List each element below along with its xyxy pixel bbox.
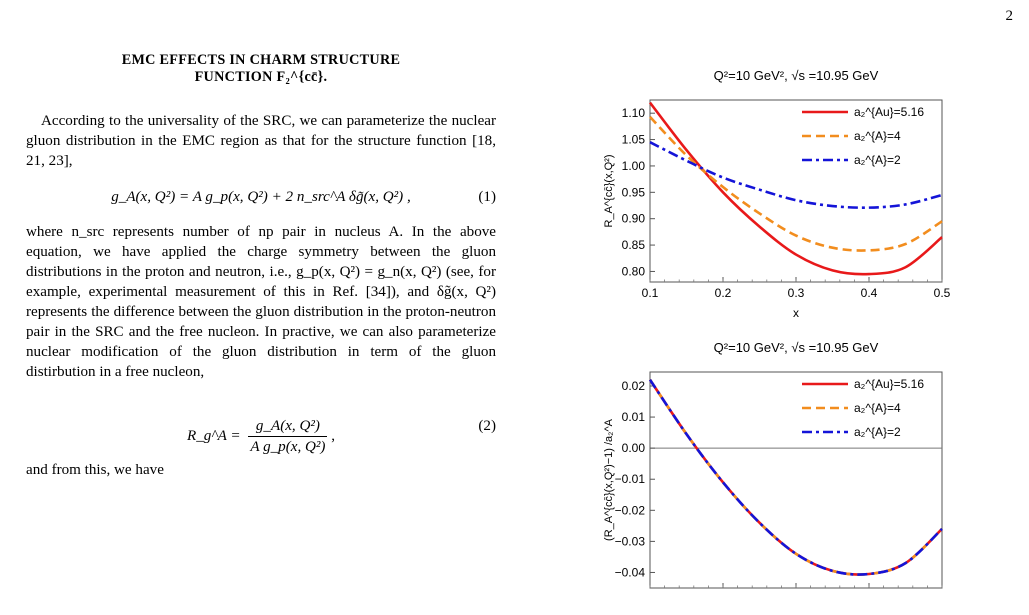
legend-label-2: a₂^{A}=4 <box>854 129 901 143</box>
equation-2-number: (2) <box>478 418 496 434</box>
equation-2: R_g^A = g_A(x, Q²) A g_p(x, Q²) , (2) <box>26 406 496 455</box>
page-number: 2 <box>1005 8 1014 24</box>
equation-2-body: R_g^A = g_A(x, Q²) A g_p(x, Q²) , <box>186 416 336 457</box>
chart-2-title: Q²=10 GeV², √s =10.95 GeV <box>714 340 879 355</box>
legend-label-1: a₂^{Au}=5.16 <box>854 105 924 119</box>
y-tick-label: −0.02 <box>615 503 646 517</box>
series-line-1 <box>648 101 943 276</box>
y-tick-label: 0.01 <box>622 410 646 424</box>
x-tick-label: 0.1 <box>642 286 659 300</box>
paragraph-1: According to the universality of the SRC… <box>26 113 496 169</box>
figure: Q²=10 GeV², √s =10.95 GeV 0.1 0.2 0.3 0.4 0.5… <box>590 52 960 615</box>
equation-1-number: (1) <box>478 189 496 205</box>
y-tick-label: −0.04 <box>615 565 646 579</box>
equation-2-lhs: R_g^A = <box>186 427 241 444</box>
y-tick-label: 1.10 <box>622 106 646 120</box>
chart-1: Q²=10 GeV², √s =10.95 GeV 0.1 0.2 0.3 0.4 0.5… <box>603 68 951 320</box>
x-tick-label: 0.4 <box>861 286 878 300</box>
y-tick-label: −0.01 <box>615 472 646 486</box>
y-tick-label: 1.05 <box>622 133 646 147</box>
series-line-3 <box>648 379 943 576</box>
section-title-line-1: EMC EFFECTS IN CHARM STRUCTURE <box>121 52 401 68</box>
y-tick-label: 1.00 <box>622 159 646 173</box>
equation-2-numerator: g_A(x, Q²) <box>248 416 328 437</box>
y-tick-label: 0.00 <box>622 441 646 455</box>
legend-label-1: a₂^{Au}=5.16 <box>854 377 924 391</box>
paragraph-3: and from this, we have <box>26 462 164 478</box>
x-tick-label: 0.2 <box>715 286 732 300</box>
text-column: EMC EFFECTS IN CHARM STRUCTURE FUNCTION … <box>26 52 496 480</box>
figure-svg: Q²=10 GeV², √s =10.95 GeV 0.1 0.2 0.3 0.4 0.5… <box>603 68 951 615</box>
y-tick-label: 0.90 <box>622 212 646 226</box>
x-tick-label: 0.5 <box>934 286 951 300</box>
y-tick-label: −0.03 <box>615 534 646 548</box>
series-line-2 <box>649 115 943 252</box>
y-tick-label: 0.80 <box>622 264 646 278</box>
y-tick-label: 0.95 <box>622 185 646 199</box>
legend-label-2: a₂^{A}=4 <box>854 401 901 415</box>
chart-2: Q²=10 GeV², √s =10.95 GeV0.10.20.30.40.5… <box>603 340 951 615</box>
paragraph-2: where n_src represents number of np pair… <box>26 224 496 380</box>
y-axis-label: R_A^{cc̄}(x,Q²) <box>603 154 615 227</box>
section-title-line-2: FUNCTION F₂^{cc̄}. <box>194 69 328 85</box>
section-title: EMC EFFECTS IN CHARM STRUCTURE FUNCTION … <box>26 52 496 86</box>
y-tick-label: 0.02 <box>622 379 646 393</box>
x-axis-label: x <box>793 306 799 320</box>
series-line-3 <box>649 141 943 209</box>
legend-label-3: a₂^{A}=2 <box>854 425 901 439</box>
chart-1-title: Q²=10 GeV², √s =10.95 GeV <box>714 68 879 83</box>
equation-1-body: g_A(x, Q²) = A g_p(x, Q²) + 2 n_src^A δg… <box>111 189 411 205</box>
equation-1: g_A(x, Q²) = A g_p(x, Q²) + 2 n_src^A δg… <box>26 187 496 211</box>
equation-2-denominator: A g_p(x, Q²) <box>250 439 326 455</box>
y-axis-label: (R_A^{cc̄}(x,Q²)−1) /a₂^A <box>603 418 615 541</box>
y-tick-label: 0.85 <box>622 238 646 252</box>
equation-2-fraction: g_A(x, Q²) A g_p(x, Q²) <box>248 416 328 457</box>
x-tick-label: 0.3 <box>788 286 805 300</box>
legend-label-3: a₂^{A}=2 <box>854 153 901 167</box>
